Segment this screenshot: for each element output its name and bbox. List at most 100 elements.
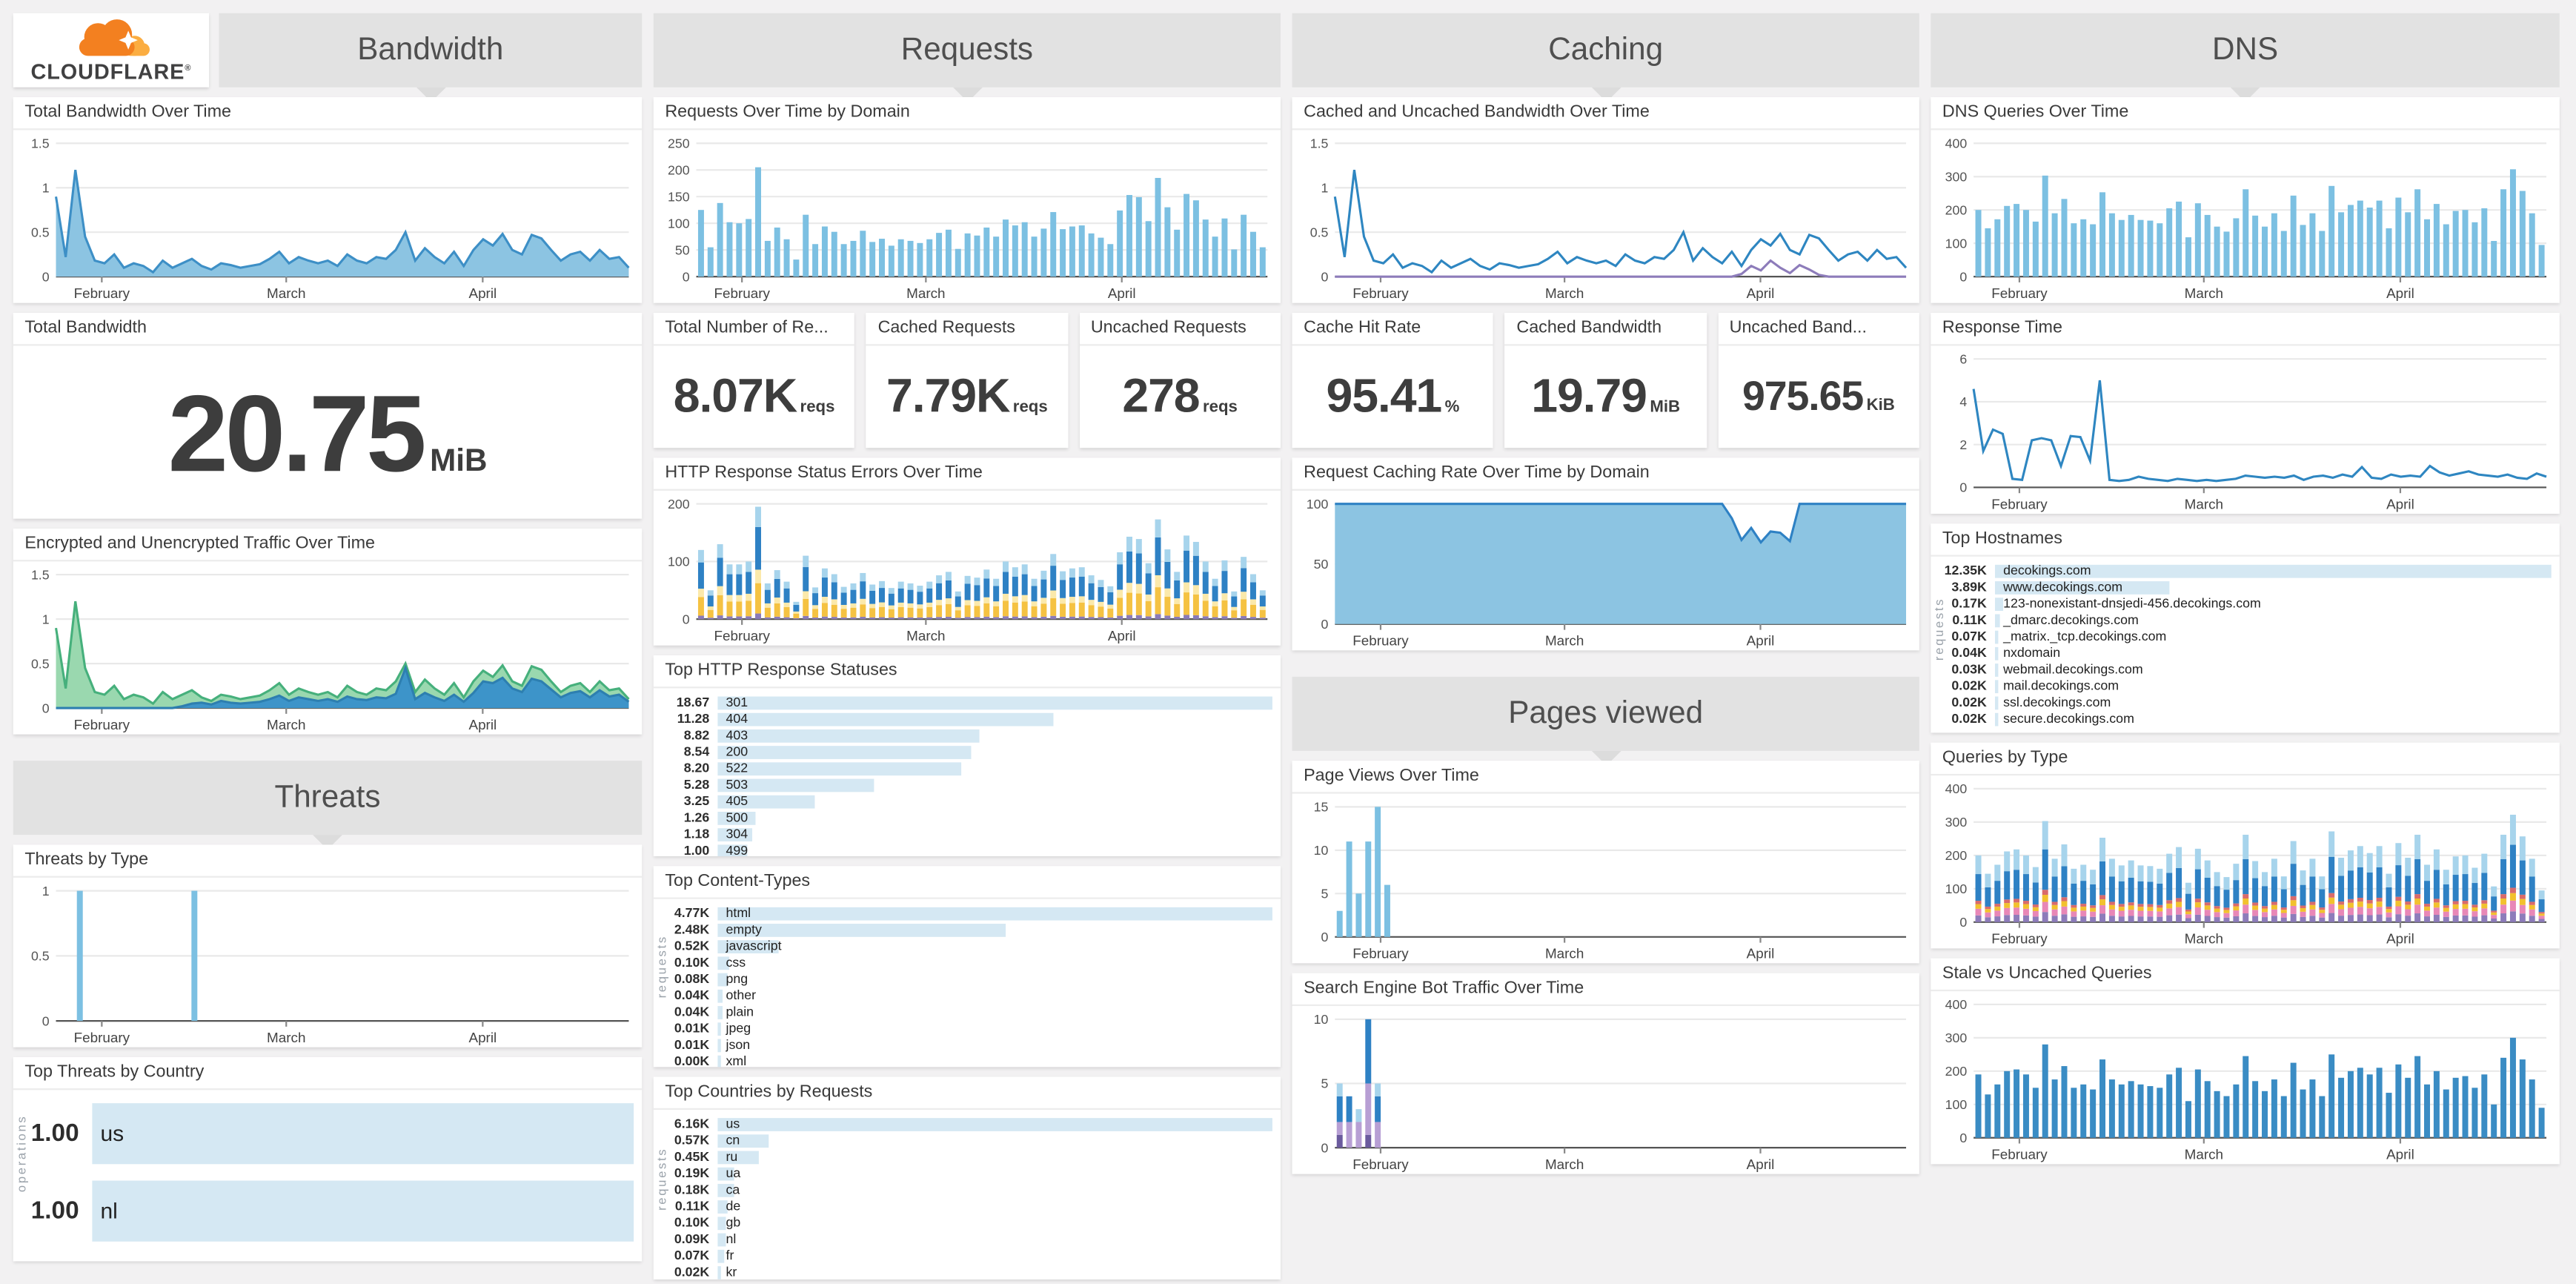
top-countries-list[interactable]: 6.16K us 0.57K cn 0.45K ru 0.19K ua 0.18K ca 0.11K… <box>654 1110 1281 1280</box>
caching-rate-area-chart[interactable]: 0 50 100 February March April <box>1292 491 1919 650</box>
total-bandwidth-area-chart[interactable]: 0 0.5 1 1.5 February March April <box>13 130 642 302</box>
threats-by-type-bar-chart[interactable]: 0 0.5 1 February March April <box>13 878 642 1048</box>
stat-card-cache-hit-rate: Cache Hit Rate 95.41 % <box>1292 313 1494 449</box>
list-item-value: 0.02K <box>674 1264 710 1280</box>
y-axis-label: operations <box>13 1114 29 1193</box>
svg-text:4: 4 <box>1959 394 1967 409</box>
top-content-types-list[interactable]: 4.77K html 2.48K empty 0.52K javascript 0.10K c… <box>654 899 1281 1068</box>
list-item: 8.20 522 <box>657 761 1272 776</box>
top-hostnames-list[interactable]: 12.35K decokings.com 3.89K www.decokings.co… <box>1931 557 2559 733</box>
panel-search-bot-traffic: Search Engine Bot Traffic Over Time 0 5 10… <box>1292 973 1919 1174</box>
dns-queries-bar-chart[interactable]: 0 100 200 300 400 February March April <box>1931 130 2559 302</box>
svg-text:10: 10 <box>1314 1012 1329 1027</box>
list-item-bar-area: 301 <box>717 695 1272 711</box>
panel-title: Cached Requests <box>866 313 1068 346</box>
list-item: 0.09K nl <box>657 1231 1272 1247</box>
svg-text:April: April <box>1108 285 1136 301</box>
list-item-label: nxdomain <box>2003 645 2061 661</box>
section-title: Pages viewed <box>1508 695 1704 731</box>
stale-uncached-bar-chart[interactable]: 0 100 200 300 400 February March April <box>1931 991 2559 1164</box>
panel-cached-uncached-bandwidth: Cached and Uncached Bandwidth Over Time … <box>1292 97 1919 303</box>
brand-text: CLOUDFLARE® <box>30 58 192 84</box>
list-item-bar-area: 500 <box>717 810 1272 826</box>
http-errors-stacked-chart[interactable]: 0 100 200 February March April <box>654 491 1281 646</box>
list-item-value: 0.04K <box>674 1004 710 1019</box>
list-item-value: 0.52K <box>674 938 710 953</box>
svg-text:February: February <box>1352 633 1409 649</box>
list-item: 8.82 403 <box>657 728 1272 744</box>
panel-title: Top Content-Types <box>653 866 1281 899</box>
stat-unit: reqs <box>1012 397 1048 416</box>
stat-value: 975.65 <box>1742 373 1864 420</box>
cloudflare-cloud-icon <box>78 19 149 56</box>
list-item-label: xml <box>726 1053 747 1068</box>
list-item: 0.52K javascript <box>657 938 1272 954</box>
svg-text:February: February <box>714 628 770 643</box>
svg-text:5: 5 <box>1321 887 1329 901</box>
list-item-bar-area: mail.decokings.com <box>1994 679 2552 694</box>
svg-text:April: April <box>468 717 497 732</box>
list-item-label: de <box>726 1198 741 1214</box>
svg-text:April: April <box>1108 628 1136 643</box>
svg-text:1.5: 1.5 <box>31 567 50 582</box>
requests-bar-chart[interactable]: 0 50 100 150 200 250 February March April <box>654 130 1281 302</box>
list-item: 0.07K _matrix._tcp.decokings.com <box>1934 629 2552 645</box>
section-title: Caching <box>1548 32 1664 67</box>
list-item-value: 0.10K <box>674 1214 710 1230</box>
panel-title: Total Number of Re... <box>653 313 855 346</box>
svg-text:100: 100 <box>668 555 690 569</box>
list-item-label: _dmarc.decokings.com <box>2003 612 2139 628</box>
list-item-bar-area: 404 <box>717 712 1272 727</box>
top-threats-list[interactable]: 1.00 us 1.00 nl <box>13 1090 642 1261</box>
top-statuses-list[interactable]: 18.67 301 11.28 404 8.82 403 8.54 200 8.20 522 5.2… <box>654 688 1281 856</box>
page-views-bar-chart[interactable]: 0 5 10 15 February March April <box>1292 794 1919 964</box>
stat-value: 20.75 <box>167 371 427 494</box>
list-item-bar-area: decokings.com <box>1994 563 2552 579</box>
list-item-bar-area: webmail.decokings.com <box>1994 663 2552 678</box>
list-item: 1.00 us <box>16 1103 634 1165</box>
svg-text:1: 1 <box>42 884 50 899</box>
list-item-bar <box>717 989 723 1004</box>
list-item-bar-area: 123-nonexistant-dnsjedi-456.decokings.co… <box>1994 597 2552 612</box>
list-item-bar <box>717 1039 721 1053</box>
panel-title: Cache Hit Rate <box>1292 313 1494 346</box>
list-item-bar <box>717 746 972 760</box>
queries-by-type-stacked-chart[interactable]: 0 100 200 300 400 February March April <box>1931 775 2559 948</box>
svg-text:April: April <box>468 1030 497 1045</box>
encrypted-traffic-area-chart[interactable]: 0 0.5 1 1.5 February March April <box>13 561 642 734</box>
svg-text:1.5: 1.5 <box>1310 136 1329 150</box>
list-item-bar-area: empty <box>717 923 1272 938</box>
svg-text:February: February <box>1352 946 1409 962</box>
chart-canvas: 0 100 200 300 400 February March April <box>1945 136 2547 301</box>
list-item-bar <box>717 1265 721 1280</box>
cached-uncached-line-chart[interactable]: 0 0.5 1 1.5 February March April <box>1292 130 1919 302</box>
list-item-label: ua <box>726 1165 741 1181</box>
list-item-value: 0.19K <box>674 1165 710 1181</box>
chart-canvas: 0 2 4 6 February March April <box>1959 351 2547 512</box>
panel-top-hostnames: Top Hostnames requests 12.35K decokings.c… <box>1931 523 2560 733</box>
svg-text:0: 0 <box>1959 915 1967 930</box>
list-item-bar-area: us <box>717 1117 1272 1132</box>
list-item-bar <box>717 1200 728 1214</box>
panel-title: Requests Over Time by Domain <box>653 97 1281 130</box>
list-item: 0.17K 123-nonexistant-dnsjedi-456.decokin… <box>1934 596 2552 612</box>
panel-page-views: Page Views Over Time 0 5 10 15 February March… <box>1292 761 1919 964</box>
section-header-threats: Threats <box>13 761 643 850</box>
list-item-bar-area: html <box>717 906 1272 921</box>
y-axis-label: requests <box>1931 596 1947 660</box>
panel-title: Request Caching Rate Over Time by Domain <box>1292 457 1919 491</box>
column-caching: Caching Cached and Uncached Bandwidth Ov… <box>1292 13 1919 1271</box>
list-item-bar-area: kr <box>717 1265 1272 1280</box>
svg-text:February: February <box>1352 1156 1409 1172</box>
search-bot-stacked-chart[interactable]: 0 5 10 February March April <box>1292 1006 1919 1174</box>
list-item-bar <box>717 1249 724 1264</box>
list-item-bar <box>717 1005 723 1020</box>
stat-unit: KiB <box>1866 396 1895 414</box>
list-item-value: 0.11K <box>674 1198 710 1214</box>
panel-title: Encrypted and Unencrypted Traffic Over T… <box>13 529 643 562</box>
list-item-bar-area: json <box>717 1038 1272 1053</box>
svg-text:100: 100 <box>668 216 690 231</box>
response-time-line-chart[interactable]: 0 2 4 6 February March April <box>1931 345 2559 514</box>
panel-top-content-types: Top Content-Types requests 4.77K html 2.48… <box>653 866 1281 1068</box>
list-item-bar <box>1994 630 1999 645</box>
